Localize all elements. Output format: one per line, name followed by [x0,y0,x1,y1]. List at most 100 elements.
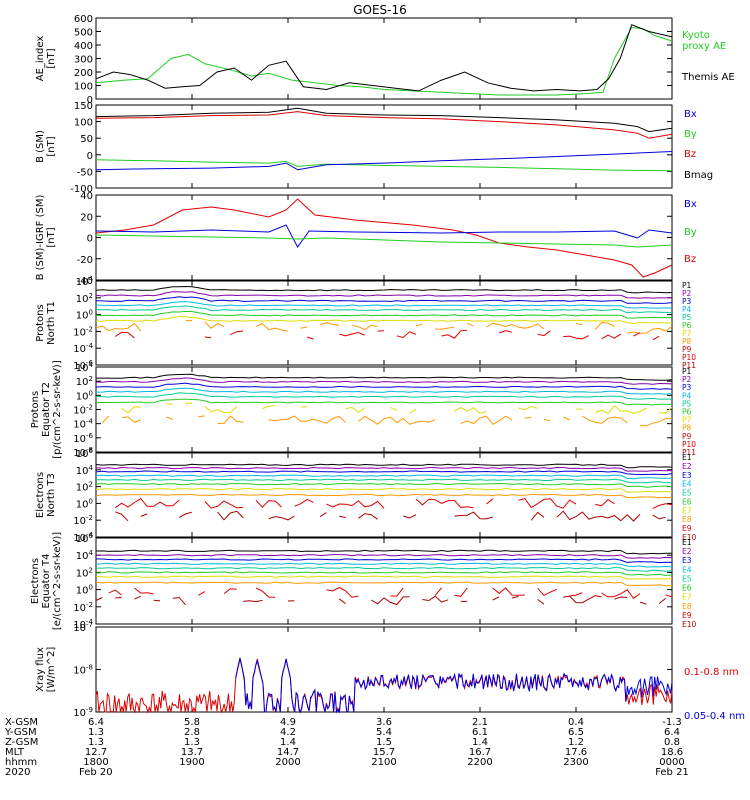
legend-p5: P5 [682,313,692,322]
channel-p5 [95,305,673,314]
y-axis-label: B (SM)[nT] [35,130,57,163]
y-tick-label: 100 [76,389,93,402]
y-tick-label: 10-4 [73,418,93,431]
axis-value: 2300 [563,757,588,768]
channel-e9 [294,498,314,507]
y-tick-label: 10-2 [73,325,93,338]
axis-row-label: MLT [5,747,25,758]
channel-e3 [95,558,673,564]
axis-value: 18.6 [661,747,683,758]
channel-p4 [95,301,673,309]
axis-value: 2100 [371,757,396,768]
legend-p11: P11 [682,448,696,457]
series-by [95,159,673,172]
axis-value: 0000 [659,757,684,768]
channel-p8 [268,415,346,424]
channel-p7 [185,402,193,405]
channel-e2 [95,554,673,559]
channel-p8 [351,324,378,331]
channel-e4 [95,474,672,480]
channel-p9 [633,332,641,337]
legend-e5: E5 [682,489,692,498]
axis-row-label: 2020 [5,767,30,778]
legend-by: By [684,129,697,140]
channel-p9 [652,335,660,341]
panel-bigrf: 40 20 0 -20 -40 B (SM)-IGRF (SM)[nT] Bx By Bz [35,191,697,287]
panel-frame [95,280,673,366]
legend-p10: P10 [682,353,696,362]
y-axis-label: ProtonsNorth T1 [35,301,57,345]
legend-p1: P1 [682,367,692,376]
y-tick-label: 102 [76,375,93,388]
series-bmag [95,107,673,133]
legend-0-1-0-8-nm: 0.1-0.8 nm [684,667,739,678]
legend-p4: P4 [682,391,692,400]
channel-e9 [569,592,583,597]
channel-e10 [511,595,519,599]
y-tick-label: 50 [80,134,93,145]
channel-e10 [530,511,545,521]
channel-e9 [204,500,244,509]
y-tick-label: 10-6 [73,359,93,372]
y-tick-label: 10-2 [73,601,93,614]
legend-e6: E6 [682,497,692,506]
channel-p3 [95,296,673,304]
channel-p9 [339,331,365,337]
legend-p2: P2 [682,375,692,384]
legend-p7: P7 [682,329,692,338]
y-tick-label: 10-8 [73,446,93,459]
panel-frame [95,194,673,281]
axis-value: 12.7 [85,747,107,758]
legend-p9: P9 [682,432,692,441]
axis-value: 0.4 [568,717,584,728]
legend-kyoto: Kyoto [682,30,710,41]
channel-p8 [543,418,551,422]
series-bx [95,224,673,248]
channel-e9 [595,498,615,507]
y-tick-label: 40 [80,191,93,202]
series-bx [95,151,673,171]
channel-e10 [243,599,263,603]
channel-e10 [134,595,142,600]
channel-e9 [652,503,673,509]
y-tick-label: 102 [76,481,93,494]
axis-value: 6.5 [568,727,584,738]
channel-p8 [121,416,141,423]
channel-e10 [153,599,161,602]
legend-p10: P10 [682,440,696,449]
channel-p3 [95,382,673,390]
y-tick-label: 102 [76,566,93,579]
channel-e5 [96,566,673,572]
channel-e9 [390,587,404,597]
channel-p8 [524,416,532,419]
channel-e8 [95,581,673,587]
channel-e10 [115,511,129,522]
channel-p1 [95,285,673,294]
axis-value: Feb 21 [655,767,689,778]
channel-e6 [95,482,673,488]
channel-e9 [326,500,385,509]
channel-e9 [134,587,154,595]
channel-p7 [518,405,538,411]
channel-e9 [255,500,282,508]
y-tick-label: 10-4 [73,342,93,355]
series-themis-ae [95,24,673,92]
channel-e6 [95,571,673,576]
y-tick-label: 10-2 [73,404,93,417]
legend-p2: P2 [682,289,692,298]
channel-e3 [95,470,673,476]
y-tick-label: 100 [74,82,93,93]
legend-themis-ae: Themis AE [681,72,735,83]
axis-value: 2.1 [472,717,488,728]
channel-p9 [114,331,135,339]
channel-p8 [627,325,673,334]
legend-e3: E3 [682,556,692,565]
y-tick-label: 104 [76,275,94,288]
channel-e9 [518,498,577,509]
series-bz [95,111,673,139]
channel-e9 [415,498,474,509]
panels-group: 6005004003002001000AE_index[nT]Kyotoprox… [30,14,745,722]
channel-p8 [582,415,628,424]
channel-p6 [95,310,673,319]
legend-p8: P8 [682,424,692,433]
